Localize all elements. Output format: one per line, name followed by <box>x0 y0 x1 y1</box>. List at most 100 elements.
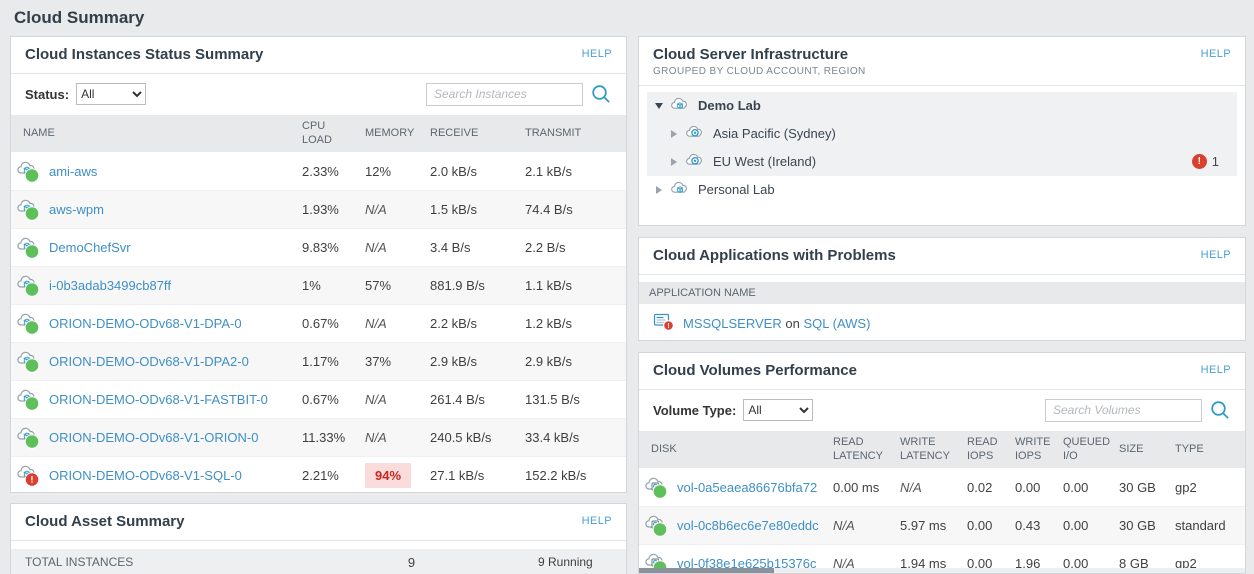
expand-arrow-icon[interactable] <box>656 186 662 194</box>
transmit-cell: 131.5 B/s <box>521 380 626 418</box>
transmit-cell: 1.2 kB/s <box>521 304 626 342</box>
search-instances-input[interactable] <box>426 83 583 106</box>
transmit-cell: 2.1 kB/s <box>521 152 626 190</box>
column-header-name[interactable]: NAME <box>11 115 298 153</box>
table-row: aws-wpm 1.93% N/A 1.5 kB/s 74.4 B/s <box>11 190 626 228</box>
write-latency-cell: 5.97 ms <box>896 506 963 544</box>
memory-cell: N/A <box>361 418 426 456</box>
svg-text:!: ! <box>30 475 33 486</box>
panel-subtitle: GROUPED BY CLOUD ACCOUNT, REGION <box>653 66 866 77</box>
column-header-transmit[interactable]: TRANSMIT <box>521 115 626 153</box>
volume-type-filter-select[interactable]: All <box>743 399 813 421</box>
search-icon[interactable] <box>1209 399 1231 421</box>
size-cell: 30 GB <box>1115 506 1171 544</box>
column-header-memory[interactable]: MEMORY <box>361 115 426 153</box>
cloud-applications-with-problems-panel: Cloud Applications with Problems HELP AP… <box>638 237 1246 341</box>
instances-table-header-row: NAME CPU LOAD MEMORY RECEIVE TRANSMIT <box>11 115 626 153</box>
receive-cell: 1.5 kB/s <box>426 190 521 228</box>
tree-item-eu-west-ireland[interactable]: EU West (Ireland) ! 1 <box>647 148 1237 176</box>
column-header-queued-io[interactable]: QUEUED I/O <box>1059 431 1115 469</box>
queued-io-cell: 0.00 <box>1059 506 1115 544</box>
table-row: !ORION-DEMO-ODv68-V1-SQL-0 2.21% 94% 27.… <box>11 456 626 494</box>
instance-link[interactable]: ORION-DEMO-ODv68-V1-FASTBIT-0 <box>49 392 268 407</box>
instance-link[interactable]: ORION-DEMO-ODv68-V1-DPA2-0 <box>49 354 249 369</box>
horizontal-scrollbar[interactable] <box>639 568 1245 573</box>
column-header-write-iops[interactable]: WRITE IOPS <box>1011 431 1059 469</box>
write-latency-cell: N/A <box>896 468 963 506</box>
memory-cell: N/A <box>361 304 426 342</box>
memory-critical-value: 94% <box>365 463 411 488</box>
memory-cell: 37% <box>361 342 426 380</box>
application-row: ! MSSQLSERVER on SQL (AWS) <box>639 304 1245 343</box>
cpu-load-cell: 0.67% <box>298 304 361 342</box>
instance-link[interactable]: DemoChefSvr <box>49 240 131 255</box>
size-cell: 30 GB <box>1115 468 1171 506</box>
application-link[interactable]: MSSQLSERVER <box>683 316 782 331</box>
expand-arrow-icon[interactable] <box>671 158 677 166</box>
column-header-read-latency[interactable]: READ LATENCY <box>829 431 896 469</box>
cloud-account-icon <box>669 94 691 118</box>
memory-cell: N/A <box>361 380 426 418</box>
connector-text: on <box>785 316 799 331</box>
search-icon[interactable] <box>590 83 612 105</box>
cpu-load-cell: 1.93% <box>298 190 361 228</box>
receive-cell: 261.4 B/s <box>426 380 521 418</box>
table-row: ORION-DEMO-ODv68-V1-ORION-0 11.33% N/A 2… <box>11 418 626 456</box>
scrollbar-thumb[interactable] <box>639 568 774 573</box>
cloud-instance-up-icon <box>15 158 42 184</box>
volume-type-filter-label: Volume Type: <box>653 403 736 418</box>
help-link[interactable]: HELP <box>1201 249 1231 261</box>
read-iops-cell: 0.00 <box>963 506 1011 544</box>
cloud-instance-up-icon <box>15 310 42 336</box>
instance-link[interactable]: ORION-DEMO-ODv68-V1-DPA-0 <box>49 316 242 331</box>
cloud-volume-up-icon <box>643 474 670 500</box>
status-filter-select[interactable]: All <box>76 83 146 105</box>
cpu-load-cell: 2.33% <box>298 152 361 190</box>
table-row: vol-0c8b6ec6e7e80eddc N/A 5.97 ms 0.00 0… <box>639 506 1245 544</box>
instance-link[interactable]: ORION-DEMO-ODv68-V1-SQL-0 <box>49 468 242 483</box>
tree-item-label: Demo Lab <box>698 98 761 113</box>
infrastructure-tree: Demo Lab Asia Pacific (Sydney) EU West (… <box>639 86 1245 204</box>
column-header-read-iops[interactable]: READ IOPS <box>963 431 1011 469</box>
help-link[interactable]: HELP <box>1201 48 1231 60</box>
column-header-application-name: APPLICATION NAME <box>639 282 1245 304</box>
read-iops-cell: 0.02 <box>963 468 1011 506</box>
instance-link[interactable]: ORION-DEMO-ODv68-V1-ORION-0 <box>49 430 258 445</box>
help-link[interactable]: HELP <box>582 48 612 60</box>
queued-io-cell: 0.00 <box>1059 468 1115 506</box>
cloud-region-icon <box>684 150 706 174</box>
search-volumes-input[interactable] <box>1045 399 1202 422</box>
cloud-instance-up-icon <box>15 424 42 450</box>
panel-title: Cloud Volumes Performance <box>653 362 857 381</box>
column-header-cpu-load[interactable]: CPU LOAD <box>298 115 361 153</box>
tree-item-asia-pacific-sydney[interactable]: Asia Pacific (Sydney) <box>647 120 1237 148</box>
memory-cell: 57% <box>361 266 426 304</box>
help-link[interactable]: HELP <box>1201 364 1231 376</box>
volumes-table: DISK READ LATENCY WRITE LATENCY READ IOP… <box>639 431 1245 574</box>
instance-link[interactable]: aws-wpm <box>49 202 104 217</box>
column-header-type[interactable]: TYPE <box>1171 431 1245 469</box>
column-header-write-latency[interactable]: WRITE LATENCY <box>896 431 963 469</box>
column-header-size[interactable]: SIZE <box>1115 431 1171 469</box>
collapse-arrow-icon[interactable] <box>655 103 663 109</box>
volume-link[interactable]: vol-0c8b6ec6e7e80eddc <box>677 518 819 533</box>
cloud-instance-up-icon <box>15 234 42 260</box>
expand-arrow-icon[interactable] <box>671 130 677 138</box>
tree-item-label: Asia Pacific (Sydney) <box>713 126 836 141</box>
instance-link[interactable]: ami-aws <box>49 164 97 179</box>
cloud-instance-up-icon <box>15 386 42 412</box>
panel-title: Cloud Asset Summary <box>25 513 185 532</box>
volume-link[interactable]: vol-0a5eaea86676bfa72 <box>677 480 817 495</box>
receive-cell: 2.2 kB/s <box>426 304 521 342</box>
transmit-cell: 2.9 kB/s <box>521 342 626 380</box>
table-row: ORION-DEMO-ODv68-V1-FASTBIT-0 0.67% N/A … <box>11 380 626 418</box>
node-link[interactable]: SQL (AWS) <box>803 316 870 331</box>
help-link[interactable]: HELP <box>582 515 612 527</box>
column-header-receive[interactable]: RECEIVE <box>426 115 521 153</box>
column-header-disk[interactable]: DISK <box>639 431 829 469</box>
instance-link[interactable]: i-0b3adab3499cb87ff <box>49 278 171 293</box>
tree-item-demo-lab[interactable]: Demo Lab <box>647 92 1237 120</box>
tree-item-personal-lab[interactable]: Personal Lab <box>647 176 1237 204</box>
memory-cell: 94% <box>361 456 426 494</box>
panel-title: Cloud Server Infrastructure <box>653 46 866 65</box>
